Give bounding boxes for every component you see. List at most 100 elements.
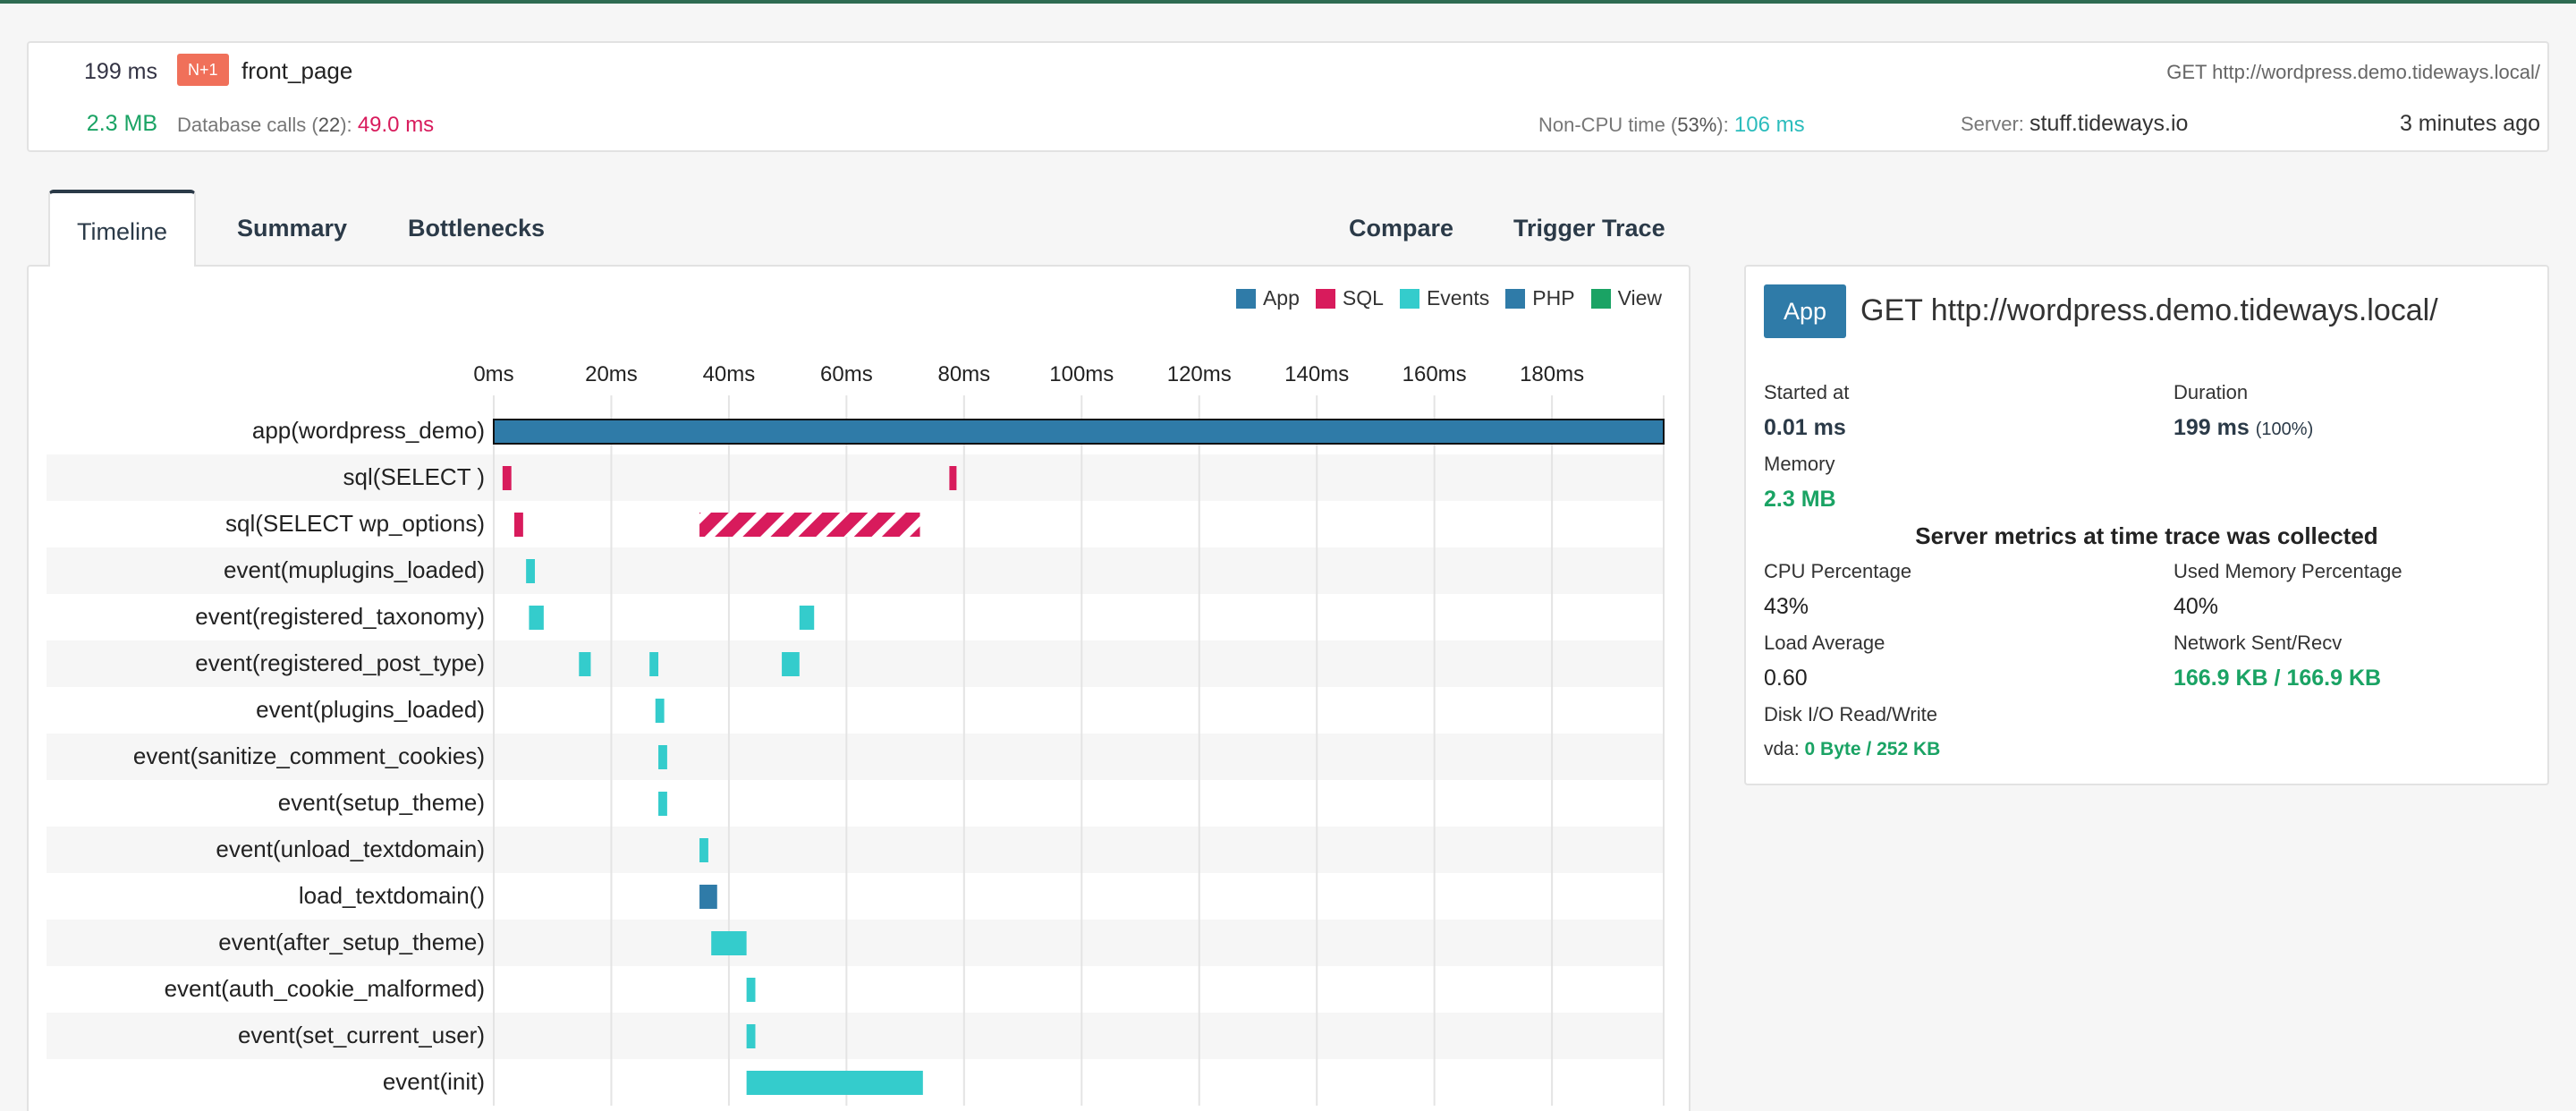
network-value: 166.9 KB / 166.9 KB bbox=[2174, 666, 2382, 691]
disk-io-label: Disk I/O Read/Write bbox=[1764, 703, 1937, 725]
row-stripe bbox=[47, 827, 1664, 873]
row-label: load_textdomain() bbox=[299, 882, 485, 909]
memory-label: Memory bbox=[1764, 453, 1835, 475]
legend-item-php[interactable]: PHP bbox=[1505, 286, 1575, 310]
legend-label: SQL bbox=[1342, 286, 1384, 310]
row-label: event(registered_taxonomy) bbox=[195, 603, 485, 630]
duration-label: Duration bbox=[2174, 381, 2249, 403]
tick-label: 20ms bbox=[585, 362, 638, 386]
timeline-bar[interactable] bbox=[529, 606, 544, 630]
legend-item-app[interactable]: App bbox=[1235, 286, 1300, 310]
tick-label: 0ms bbox=[473, 362, 513, 386]
started-at-value: 0.01 ms bbox=[1764, 415, 1846, 440]
timeline-panel: App SQL Events PHP View 0ms 20ms 40ms 60ms 80ms 1… bbox=[27, 265, 1690, 1111]
duration-value: 199 ms (100%) bbox=[2174, 415, 2314, 440]
legend-swatch bbox=[1399, 288, 1419, 309]
trace-time-ago: 3 minutes ago bbox=[2399, 111, 2540, 136]
row-label: sql(SELECT ) bbox=[343, 463, 485, 490]
timeline-bar[interactable] bbox=[699, 838, 708, 862]
cpu-label: CPU Percentage bbox=[1764, 560, 1912, 582]
row-stripe bbox=[47, 734, 1664, 780]
tick-label: 120ms bbox=[1167, 362, 1232, 386]
network-label: Network Sent/Recv bbox=[2174, 632, 2343, 654]
row-label: sql(SELECT wp_options) bbox=[225, 510, 485, 537]
tick-label: 180ms bbox=[1520, 362, 1584, 386]
row-stripe bbox=[47, 1013, 1664, 1059]
non-cpu-time: Non-CPU time (53%): 106 ms bbox=[1538, 113, 1805, 137]
timeline-legend: App SQL Events PHP View bbox=[1235, 286, 1662, 310]
row-label: event(muplugins_loaded) bbox=[224, 556, 485, 583]
legend-item-events[interactable]: Events bbox=[1399, 286, 1489, 310]
row-label: event(after_setup_theme) bbox=[218, 929, 485, 955]
row-label: event(setup_theme) bbox=[278, 789, 485, 816]
timeline-bar[interactable] bbox=[658, 745, 667, 769]
used-memory-label: Used Memory Percentage bbox=[2174, 560, 2402, 582]
timeline-bar[interactable] bbox=[949, 466, 957, 490]
timeline-bar[interactable] bbox=[502, 466, 512, 490]
trace-duration: 199 ms bbox=[84, 59, 157, 84]
memory-value: 2.3 MB bbox=[1764, 487, 1836, 512]
trace-name: front_page bbox=[242, 57, 353, 84]
row-stripe bbox=[47, 547, 1664, 594]
load-average-label: Load Average bbox=[1764, 632, 1885, 654]
timeline-bar[interactable] bbox=[746, 1071, 923, 1095]
non-cpu-time-value: 106 ms bbox=[1733, 113, 1805, 137]
span-title: GET http://wordpress.demo.tideways.local… bbox=[1860, 293, 2438, 327]
legend-label: PHP bbox=[1532, 286, 1575, 310]
row-label: event(registered_post_type) bbox=[195, 649, 485, 676]
legend-swatch bbox=[1315, 288, 1335, 309]
n-plus-one-badge[interactable]: N+1 bbox=[177, 54, 229, 86]
tab-bottlenecks[interactable]: Bottlenecks bbox=[408, 215, 546, 242]
trigger-trace-link[interactable]: Trigger Trace bbox=[1513, 215, 1665, 242]
row-label: event(unload_textdomain) bbox=[216, 835, 485, 862]
load-average-value: 0.60 bbox=[1764, 666, 1808, 691]
row-stripe bbox=[47, 454, 1664, 501]
timeline-bar[interactable] bbox=[711, 931, 747, 955]
timeline-bar[interactable] bbox=[799, 606, 815, 630]
timeline-bar[interactable] bbox=[526, 559, 536, 583]
row-stripe bbox=[47, 920, 1664, 966]
timeline-bar[interactable] bbox=[655, 699, 665, 723]
timeline-bar[interactable] bbox=[649, 652, 659, 676]
tick-label: 100ms bbox=[1049, 362, 1114, 386]
trace-header: 199 ms N+1 front_page GET http://wordpre… bbox=[27, 41, 2549, 152]
database-calls: Database calls (22): 49.0 ms bbox=[177, 113, 435, 137]
row-label: event(sanitize_comment_cookies) bbox=[133, 742, 485, 769]
legend-label: View bbox=[1617, 286, 1662, 310]
legend-item-sql[interactable]: SQL bbox=[1315, 286, 1384, 310]
timeline-bar[interactable] bbox=[658, 792, 667, 816]
row-label: event(init) bbox=[383, 1068, 485, 1095]
timeline-bar[interactable] bbox=[699, 513, 920, 537]
compare-link[interactable]: Compare bbox=[1349, 215, 1454, 242]
timeline-bar[interactable] bbox=[782, 652, 800, 676]
disk-io-value: vda: 0 Byte / 252 KB bbox=[1764, 739, 1941, 759]
row-stripe bbox=[47, 640, 1664, 687]
trace-url: GET http://wordpress.demo.tideways.local… bbox=[2166, 61, 2540, 83]
legend-label: App bbox=[1262, 286, 1300, 310]
tick-label: 80ms bbox=[937, 362, 990, 386]
tab-summary[interactable]: Summary bbox=[237, 215, 348, 242]
span-detail-panel: App GET http://wordpress.demo.tideways.l… bbox=[1744, 265, 2549, 785]
used-memory-value: 40% bbox=[2174, 594, 2219, 619]
timeline-bar[interactable] bbox=[493, 419, 1665, 445]
tab-timeline[interactable]: Timeline bbox=[48, 190, 197, 267]
server-metrics-heading: Server metrics at time trace was collect… bbox=[1915, 522, 2378, 549]
span-type-badge: App bbox=[1764, 284, 1847, 338]
timeline-bar[interactable] bbox=[746, 1024, 756, 1048]
timeline-chart: 0ms 20ms 40ms 60ms 80ms 100ms 120ms 140ms 160ms 1… bbox=[47, 362, 1665, 1106]
tick-label: 40ms bbox=[703, 362, 756, 386]
timeline-bar[interactable] bbox=[579, 652, 591, 676]
row-label: app(wordpress_demo) bbox=[252, 417, 485, 444]
server-info: Server: stuff.tideways.io bbox=[1961, 111, 2189, 136]
server-name: stuff.tideways.io bbox=[2029, 111, 2189, 136]
row-label: event(auth_cookie_malformed) bbox=[165, 975, 485, 1002]
tick-label: 140ms bbox=[1284, 362, 1349, 386]
trace-memory: 2.3 MB bbox=[86, 111, 157, 136]
legend-item-view[interactable]: View bbox=[1590, 286, 1662, 310]
legend-swatch bbox=[1590, 288, 1611, 309]
timeline-bar[interactable] bbox=[514, 513, 523, 537]
database-time: 49.0 ms bbox=[357, 113, 435, 137]
row-label: event(set_current_user) bbox=[238, 1022, 485, 1048]
timeline-bar[interactable] bbox=[699, 885, 717, 909]
timeline-bar[interactable] bbox=[746, 978, 756, 1002]
